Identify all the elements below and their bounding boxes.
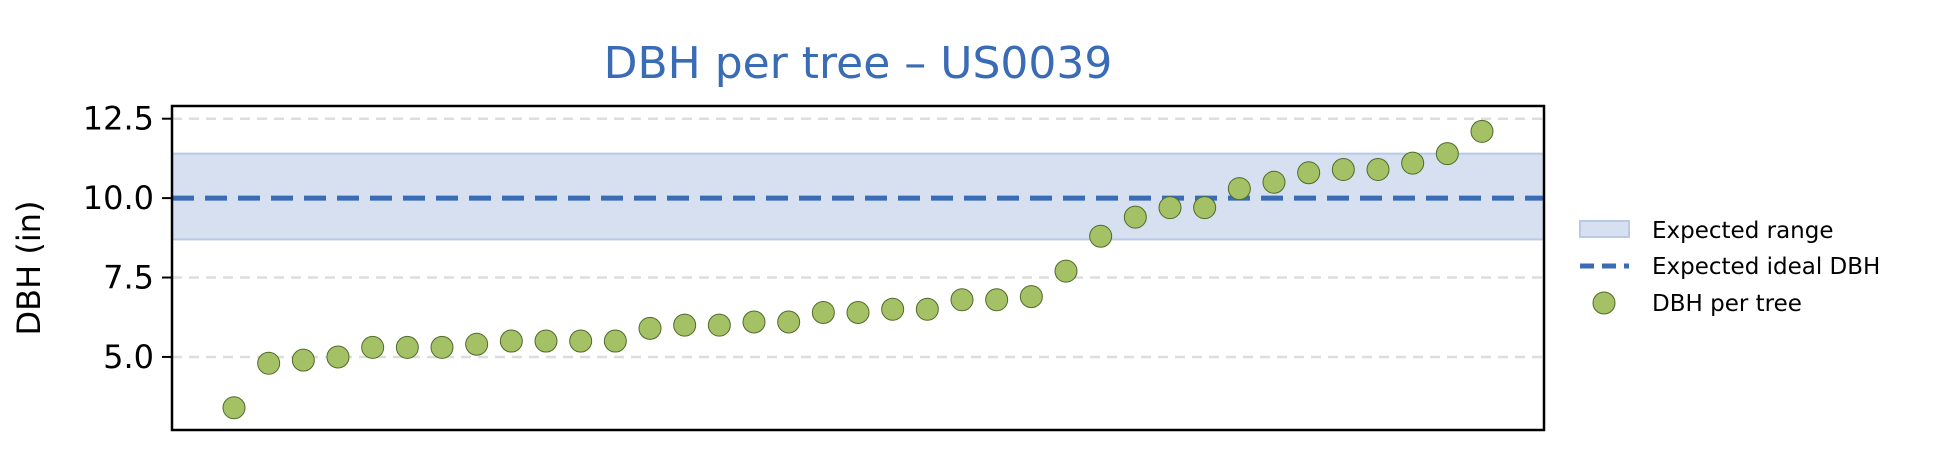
y-tick-label: 7.5 — [103, 259, 154, 297]
y-axis-label: DBH (in) — [10, 201, 48, 336]
data-point — [1054, 259, 1078, 283]
data-point — [499, 329, 523, 353]
data-point — [950, 288, 974, 312]
plot-frame — [170, 104, 1546, 432]
data-point — [811, 300, 835, 324]
data-point — [1366, 158, 1390, 182]
data-point — [257, 351, 281, 375]
data-point — [1089, 224, 1113, 248]
data-point — [1435, 142, 1459, 166]
data-point — [777, 310, 801, 334]
legend-label-expected-ideal: Expected ideal DBH — [1652, 254, 1880, 280]
data-point — [1470, 119, 1494, 143]
data-point — [915, 297, 939, 321]
data-point — [569, 329, 593, 353]
data-point — [326, 345, 350, 369]
chart-title: DBH per tree – US0039 — [604, 38, 1113, 89]
legend-swatch-dbh-per-tree — [1592, 291, 1616, 315]
legend: Expected range Expected ideal DBH DBH pe… — [1579, 218, 1880, 317]
data-point — [707, 313, 731, 337]
data-point — [430, 335, 454, 359]
y-tick-label: 5.0 — [103, 338, 154, 376]
data-point — [638, 316, 662, 340]
data-point — [465, 332, 489, 356]
data-point — [1019, 285, 1043, 309]
plot-area: 5.0 7.5 10.0 12.5 — [83, 100, 1546, 432]
data-point — [603, 329, 627, 353]
data-point — [673, 313, 697, 337]
y-tick-label: 10.0 — [83, 179, 154, 217]
data-point — [1193, 196, 1217, 220]
data-point — [1158, 196, 1182, 220]
data-point — [1331, 158, 1355, 182]
data-point — [291, 348, 315, 372]
data-point — [742, 310, 766, 334]
data-point — [1227, 177, 1251, 201]
legend-swatch-expected-range — [1579, 220, 1630, 238]
data-point — [1123, 205, 1147, 229]
data-point — [1262, 170, 1286, 194]
data-point — [222, 396, 246, 420]
data-point — [985, 288, 1009, 312]
data-point — [1297, 161, 1321, 185]
data-point — [846, 300, 870, 324]
y-tick-label: 12.5 — [83, 100, 154, 138]
data-point — [534, 329, 558, 353]
data-point — [881, 297, 905, 321]
data-point — [361, 335, 385, 359]
legend-label-expected-range: Expected range — [1652, 218, 1834, 244]
legend-label-dbh-per-tree: DBH per tree — [1652, 291, 1802, 317]
data-point — [395, 335, 419, 359]
data-point — [1401, 151, 1425, 175]
